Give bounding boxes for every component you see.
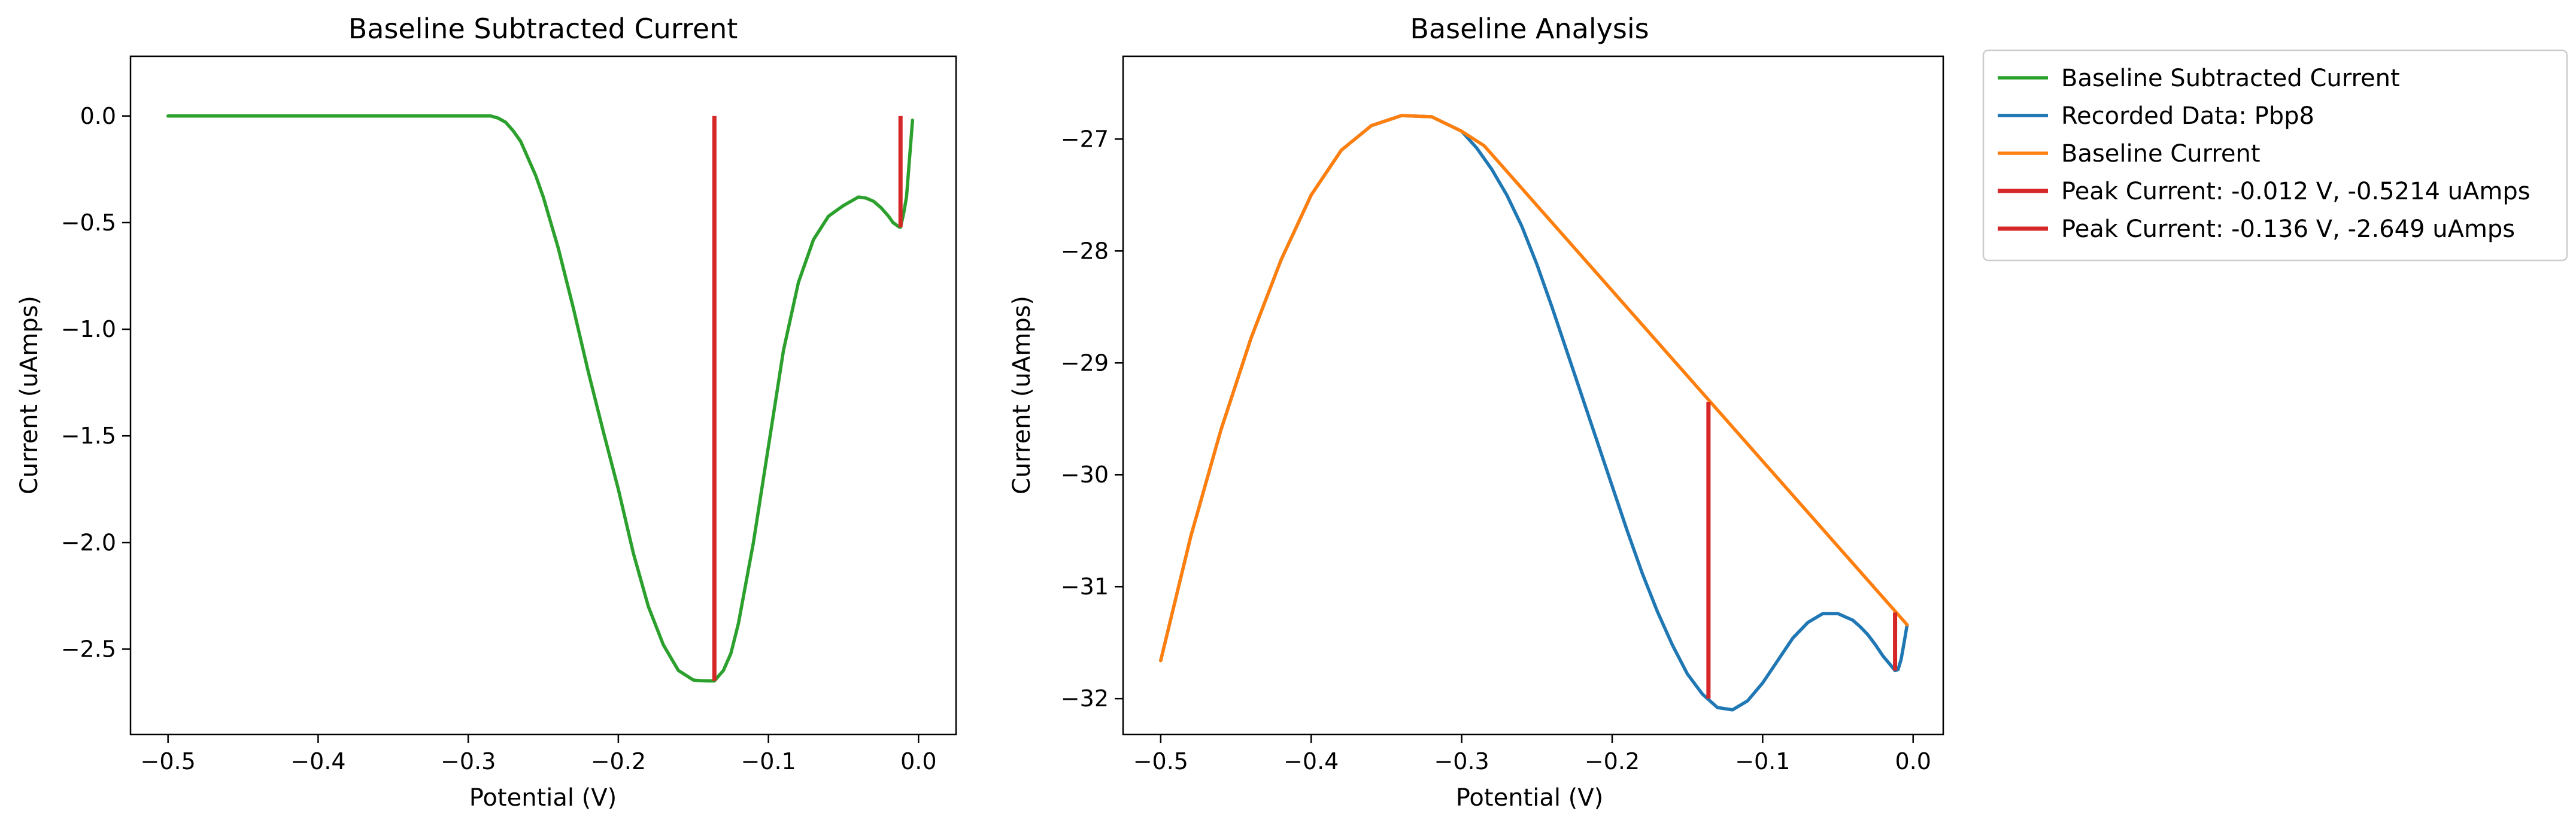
y-axis-label: Current (uAmps) [1008, 296, 1036, 494]
legend-label: Peak Current: -0.136 V, -2.649 uAmps [2061, 215, 2515, 243]
chart-baseline-analysis: Baseline Analysis Potential (V) Current … [1008, 13, 1944, 812]
x-tick-label: −0.2 [1585, 748, 1640, 775]
y-tick-label: −2.0 [61, 529, 116, 555]
chart-title: Baseline Analysis [1410, 13, 1649, 45]
series-group [166, 114, 915, 683]
x-tick-label: −0.4 [290, 748, 345, 775]
y-tick-label: −1.5 [61, 423, 116, 449]
chart-title: Baseline Subtracted Current [348, 13, 738, 45]
legend-label: Peak Current: -0.012 V, -0.5214 uAmps [2061, 178, 2531, 205]
x-tick-label: −0.4 [1284, 748, 1339, 775]
x-tick-label: −0.5 [141, 748, 196, 775]
x-tick-label: −0.1 [741, 748, 796, 775]
legend: Baseline Subtracted Current Recorded Data… [1982, 49, 2568, 262]
y-tick-label: −1.0 [61, 316, 116, 342]
y-axis-label: Current (uAmps) [16, 296, 43, 494]
series-group [1159, 114, 1909, 712]
y-tick-label: −32 [1061, 685, 1109, 712]
legend-label: Baseline Current [2061, 140, 2261, 168]
x-tick-label: 0.0 [1895, 748, 1931, 775]
y-tick-label: −28 [1061, 238, 1109, 264]
series-line-0 [1159, 114, 1909, 712]
y-tick-label: −2.5 [61, 636, 116, 662]
series-line-0 [166, 114, 915, 683]
legend-label: Baseline Subtracted Current [2061, 65, 2400, 92]
axes-frame [129, 55, 957, 736]
x-tick-label: −0.2 [591, 748, 646, 775]
x-tick-label: −0.1 [1735, 748, 1790, 775]
legend-label: Recorded Data: Pbp8 [2061, 102, 2314, 130]
x-tick-label: 0.0 [900, 748, 936, 775]
chart-baseline-subtracted: Baseline Subtracted Current Potential (V… [16, 13, 957, 812]
x-axis-label: Potential (V) [469, 784, 617, 812]
series-line-1 [1159, 114, 1909, 663]
y-tick-label: −31 [1061, 573, 1109, 600]
y-tick-label: −30 [1061, 461, 1109, 488]
y-tick-label: −0.5 [61, 209, 116, 236]
legend-frame [1982, 49, 2568, 262]
x-tick-label: −0.3 [1434, 748, 1489, 775]
x-tick-label: −0.5 [1133, 748, 1188, 775]
x-tick-label: −0.3 [441, 748, 496, 775]
y-tick-label: −27 [1061, 126, 1109, 152]
axes-frame [1122, 55, 1944, 736]
y-tick-label: 0.0 [80, 103, 116, 129]
x-axis-label: Potential (V) [1456, 784, 1604, 812]
y-tick-label: −29 [1061, 350, 1109, 376]
